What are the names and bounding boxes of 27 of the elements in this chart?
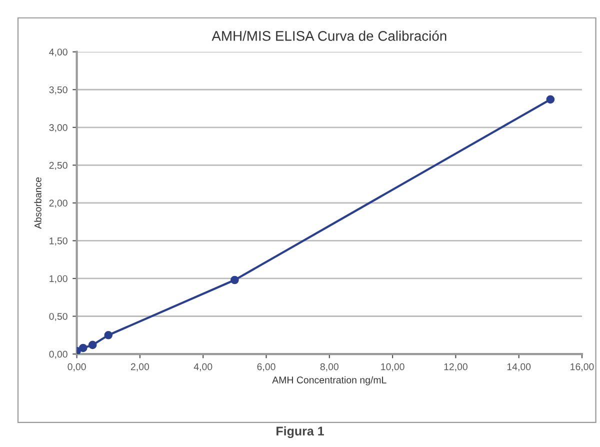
point — [104, 330, 113, 340]
point — [546, 95, 555, 104]
y-axis-title: Absorbance — [34, 177, 42, 229]
x-tick-label: 12,00 — [444, 363, 468, 372]
x-tick-label: 0,00 — [68, 363, 86, 372]
x-tick-label: 14,00 — [507, 363, 531, 372]
y-tick-label: 2,00 — [49, 200, 68, 208]
point — [230, 276, 239, 284]
y-tick-label: 3,00 — [49, 124, 68, 132]
y-tick-label: 3,50 — [49, 86, 68, 94]
y-tick-label: 0,00 — [49, 350, 68, 359]
text: Figura 1 — [276, 426, 324, 438]
x-tick-label: 10,00 — [381, 363, 404, 372]
x-tick-label: 2,00 — [130, 363, 150, 372]
x-tick-label: 6,00 — [257, 363, 276, 372]
y-tick-label: 4,00 — [49, 48, 68, 57]
chart-title: AMH/MIS ELISA Curva de Calibración — [212, 30, 446, 41]
y-tick-label: 1,00 — [50, 275, 68, 284]
point — [88, 340, 97, 350]
x-tick-label: 4,00 — [194, 363, 212, 372]
y-tick-label: 2,50 — [49, 162, 68, 170]
point — [78, 344, 88, 352]
y-tick-label: 0,50 — [49, 312, 68, 322]
x-tick-label: 16,00 — [570, 363, 594, 372]
x-tick-label: 8,00 — [320, 363, 338, 372]
y-tick-label: 1,50 — [50, 237, 68, 246]
x-axis-title: AMH Concentration ng/mL — [272, 376, 386, 386]
